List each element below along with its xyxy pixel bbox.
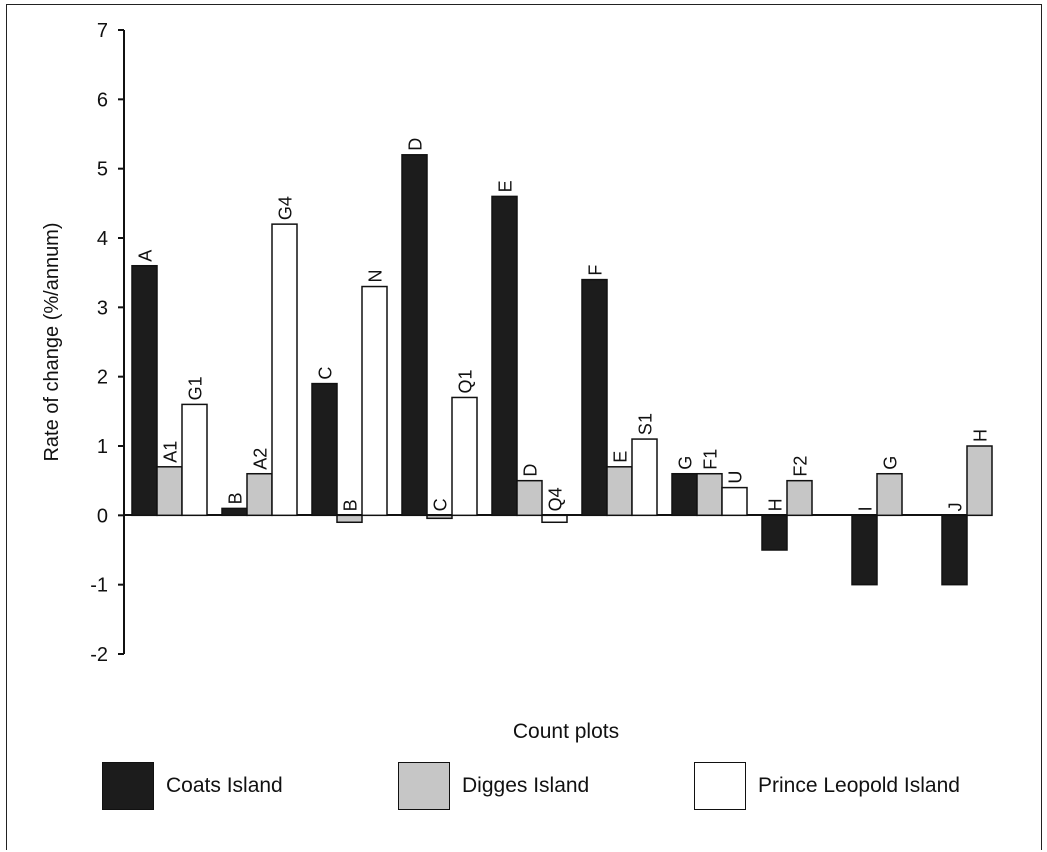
bar-label-coats-island-e: E [496,180,516,192]
legend-item-coats-island: Coats Island [102,760,283,812]
legend: Coats Island Digges Island Prince Leopol… [0,760,1047,812]
bar-label-coats-island-g: G [676,456,696,470]
legend-label-digges-island: Digges Island [462,774,590,797]
y-tick-label: 6 [97,89,108,111]
bar-prince-leopold-island-g4 [271,223,298,517]
bar-prince-leopold-island-u [721,486,748,517]
bar-label-prince-leopold-island-n: N [366,270,386,283]
bar-digges-island-c [426,514,453,520]
bar-digges-island-f2 [786,479,813,517]
bar-label-coats-island-h: H [766,498,786,511]
bar-coats-island-h [761,514,788,551]
y-tick-label: -2 [90,644,108,666]
legend-item-digges-island: Digges Island [398,760,589,812]
bar-label-coats-island-j: J [946,502,966,511]
bar-label-prince-leopold-island-s1: S1 [636,413,656,435]
bar-label-digges-island-a2: A2 [251,448,271,470]
bar-coats-island-f [581,278,608,517]
bar-label-digges-island-f2: F2 [791,456,811,477]
y-tick-label: -1 [90,575,108,597]
bar-digges-island-b [336,514,363,524]
bar-label-coats-island-f: F [586,265,606,276]
bar-label-digges-island-b: B [341,499,361,511]
bar-coats-island-e [491,195,518,517]
legend-swatch-coats-island [102,762,154,810]
bar-digges-island-h [966,445,993,517]
bar-prince-leopold-island-q1 [451,396,478,517]
bar-coats-island-g [671,472,698,517]
bar-coats-island-i [851,514,878,586]
y-tick-label: 7 [97,20,108,42]
legend-swatch-digges-island [398,762,450,810]
bar-label-prince-leopold-island-g1: G1 [186,376,206,400]
bar-prince-leopold-island-g1 [181,403,208,517]
bars [131,154,993,586]
bar-coats-island-j [941,514,968,586]
y-ticks: 7 6 5 4 3 2 1 0 -1 -2 [90,20,124,666]
bar-label-coats-island-b: B [226,492,246,504]
bar-coats-island-d [401,154,428,517]
bar-digges-island-a1 [156,466,183,517]
y-tick-label: 2 [97,367,108,389]
bar-label-prince-leopold-island-g4: G4 [276,196,296,220]
legend-item-prince-leopold-island: Prince Leopold Island [694,760,960,812]
y-tick-label: 1 [97,436,108,458]
legend-label-prince-leopold-island: Prince Leopold Island [758,774,960,797]
bar-labels: A A1 G1 B A2 G4 C B N D C Q1 E D Q4 F E S1 G F1 U H F2 I G J H [136,138,991,512]
figure-frame [6,4,1042,850]
bar-digges-island-g [876,472,903,517]
bar-coats-island-b [221,507,248,517]
bar-coats-island-a [131,264,158,517]
y-tick-label: 5 [97,159,108,181]
bar-label-prince-leopold-island-q1: Q1 [456,369,476,393]
bar-coats-island-c [311,382,338,517]
y-tick-label: 0 [97,505,108,527]
bar-label-coats-island-c: C [316,367,336,380]
bar-digges-island-f1 [696,472,723,517]
bar-label-prince-leopold-island-u: U [726,471,746,484]
bar-label-digges-island-f1: F1 [701,449,721,470]
bar-digges-island-d [516,479,543,517]
y-axis-title: Rate of change (%/annum) [41,222,63,461]
bar-prince-leopold-island-s1 [631,438,658,517]
bar-label-digges-island-a1: A1 [161,441,181,463]
bar-label-digges-island-c: C [431,498,451,511]
bar-label-digges-island-h: H [971,429,991,442]
bar-label-digges-island-e: E [611,451,631,463]
bar-digges-island-e [606,466,633,517]
legend-swatch-prince-leopold-island [694,762,746,810]
bar-prince-leopold-island-q4 [541,514,568,524]
bar-digges-island-a2 [246,472,273,517]
bar-label-coats-island-a: A [136,250,156,262]
bar-label-coats-island-i: I [856,506,876,511]
bar-label-prince-leopold-island-q4: Q4 [546,487,566,511]
bar-label-coats-island-d: D [406,138,426,151]
y-tick-label: 4 [97,228,108,250]
bar-label-digges-island-g: G [881,456,901,470]
x-axis-title: Count plots [513,720,619,743]
y-tick-label: 3 [97,297,108,319]
bar-label-digges-island-d: D [521,464,541,477]
bar-prince-leopold-island-n [361,285,388,517]
legend-label-coats-island: Coats Island [166,774,283,797]
